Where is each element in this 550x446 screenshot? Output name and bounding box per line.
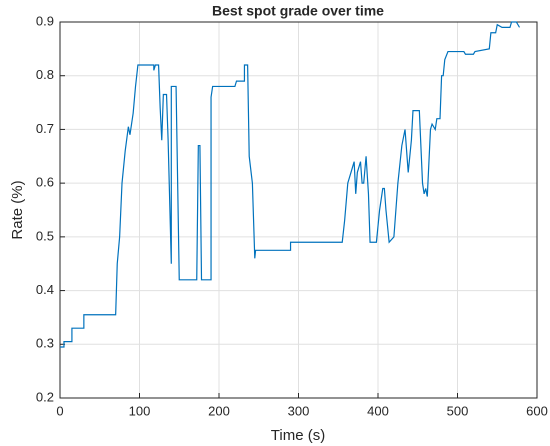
y-tick-label: 0.2 (36, 389, 54, 404)
x-tick-label: 400 (367, 403, 389, 418)
y-axis-label: Rate (%) (9, 180, 26, 239)
x-tick-label: 600 (526, 403, 548, 418)
x-tick-label: 200 (208, 403, 230, 418)
y-tick-label: 0.7 (36, 121, 54, 136)
x-tick-label: 300 (288, 403, 310, 418)
data-line (60, 21, 521, 348)
x-tick-label: 100 (129, 403, 151, 418)
x-tick-label: 500 (447, 403, 469, 418)
x-axis-label: Time (s) (271, 427, 325, 444)
y-tick-label: 0.9 (36, 13, 54, 28)
plot-frame (59, 21, 538, 399)
y-tick-label: 0.8 (36, 67, 54, 82)
x-tick-label: 0 (56, 403, 63, 418)
y-tick-label: 0.6 (36, 175, 54, 190)
y-tick-label: 0.4 (36, 282, 54, 297)
chart-title: Best spot grade over time (212, 3, 384, 19)
y-tick-label: 0.5 (36, 228, 54, 243)
y-tick-label: 0.3 (36, 336, 54, 351)
